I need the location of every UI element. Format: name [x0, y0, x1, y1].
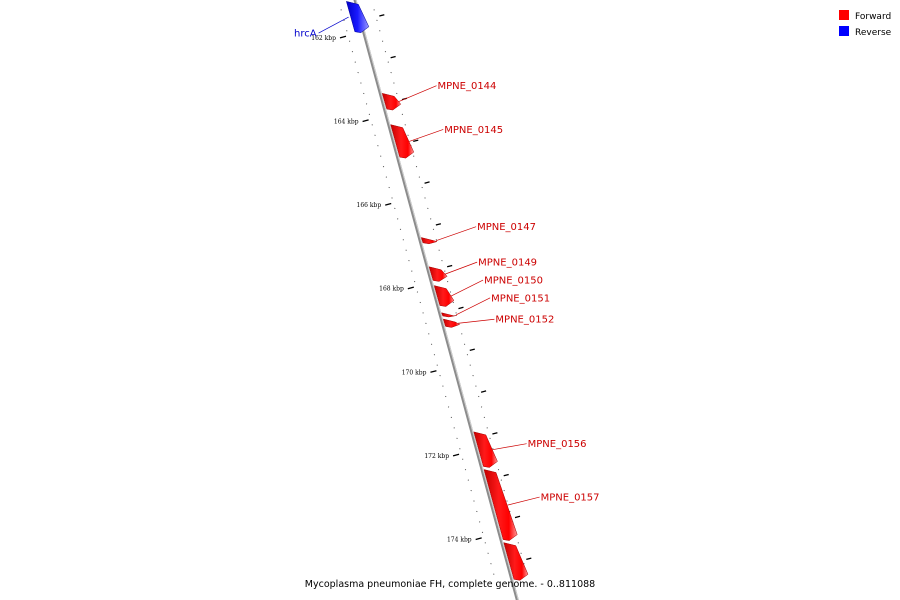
major-tick-right: [390, 55, 396, 59]
major-tick-left: [475, 537, 482, 541]
tick-label: 162 kbp: [311, 35, 336, 42]
major-tick-right: [514, 515, 521, 519]
major-tick-right: [424, 181, 430, 184]
legend: Forward Reverse: [839, 10, 892, 38]
major-tick-right: [526, 557, 532, 561]
legend-item-forward: Forward: [839, 10, 891, 22]
leader-line: [450, 279, 484, 297]
gene-mpne_0151: [441, 312, 457, 318]
genome-backbone: [353, 0, 519, 600]
backbone-line: [353, 0, 519, 600]
genome-caption: Mycoplasma pneumoniae FH, complete genom…: [305, 579, 595, 590]
gene-unnamed: [503, 542, 529, 581]
gene-label-mpne_0150: MPNE_0150: [484, 276, 543, 287]
gene-mpne_0147: [420, 237, 438, 245]
tick-label: 174 kbp: [447, 537, 472, 544]
gene-mpne_0157: [483, 469, 518, 541]
leader-line: [492, 443, 527, 451]
backbone-highlight: [355, 0, 519, 600]
major-tick-right: [492, 432, 498, 435]
gene-label-mpne_0144: MPNE_0144: [438, 81, 497, 92]
legend-label-reverse: Reverse: [855, 28, 892, 38]
major-tick-left: [407, 286, 414, 290]
gene-label-mpne_0151: MPNE_0151: [491, 293, 550, 304]
gene-mpne_0149: [428, 266, 448, 282]
major-tick-right: [503, 473, 509, 477]
gene-label-mpne_0147: MPNE_0147: [477, 222, 536, 233]
tick-label: 172 kbp: [424, 453, 449, 460]
major-tick-left: [452, 453, 460, 457]
leader-line: [458, 318, 495, 324]
tick-label: 166 kbp: [357, 202, 382, 209]
gene-hrca: [346, 1, 370, 33]
gene-mpne_0145: [390, 124, 415, 159]
gene-mpne_0144: [381, 92, 402, 111]
major-tick-right: [480, 390, 487, 393]
major-tick-right: [413, 139, 419, 143]
major-tick-right: [458, 306, 464, 310]
gene-labels: hrcA MPNE_0144 MPNE_0145 MPNE_0147 MPNE_0149…: [294, 16, 600, 506]
gene-label-hrca: hrcA: [294, 29, 317, 40]
axis-ticks: 162 kbp 164 kbp 166 kbp 168 kbp 170 kbp 172 k…: [311, 9, 532, 586]
gene-features: [346, 1, 529, 581]
leader-line: [435, 226, 477, 242]
gene-mpne_0152: [442, 318, 461, 328]
major-tick-left: [430, 370, 437, 373]
leader-line: [318, 16, 349, 34]
leader-line: [507, 496, 540, 506]
major-tick-right: [435, 223, 442, 226]
gene-mpne_0156: [473, 431, 498, 468]
major-tick-left: [385, 202, 392, 206]
legend-label-forward: Forward: [855, 12, 891, 22]
gene-label-mpne_0145: MPNE_0145: [444, 125, 503, 136]
legend-item-reverse: Reverse: [839, 26, 892, 38]
tick-label: 170 kbp: [402, 369, 427, 376]
gene-label-mpne_0156: MPNE_0156: [528, 439, 587, 450]
tick-label: 168 kbp: [379, 286, 404, 293]
gene-label-mpne_0152: MPNE_0152: [495, 315, 554, 326]
tick-label: 164 kbp: [334, 119, 359, 126]
gene-mpne_0150: [433, 285, 455, 307]
major-tick-right: [447, 264, 453, 268]
gene-label-mpne_0149: MPNE_0149: [478, 258, 537, 269]
major-tick-right: [379, 14, 385, 17]
leader-line: [456, 297, 491, 316]
leader-line: [445, 261, 478, 275]
legend-swatch-forward: [839, 10, 849, 20]
leader-line: [398, 85, 437, 103]
legend-swatch-reverse: [839, 26, 849, 36]
major-tick-left: [339, 35, 347, 39]
major-tick-left: [362, 119, 369, 123]
gene-label-mpne_0157: MPNE_0157: [541, 493, 600, 504]
major-tick-right: [469, 348, 475, 352]
leader-line: [409, 129, 444, 142]
